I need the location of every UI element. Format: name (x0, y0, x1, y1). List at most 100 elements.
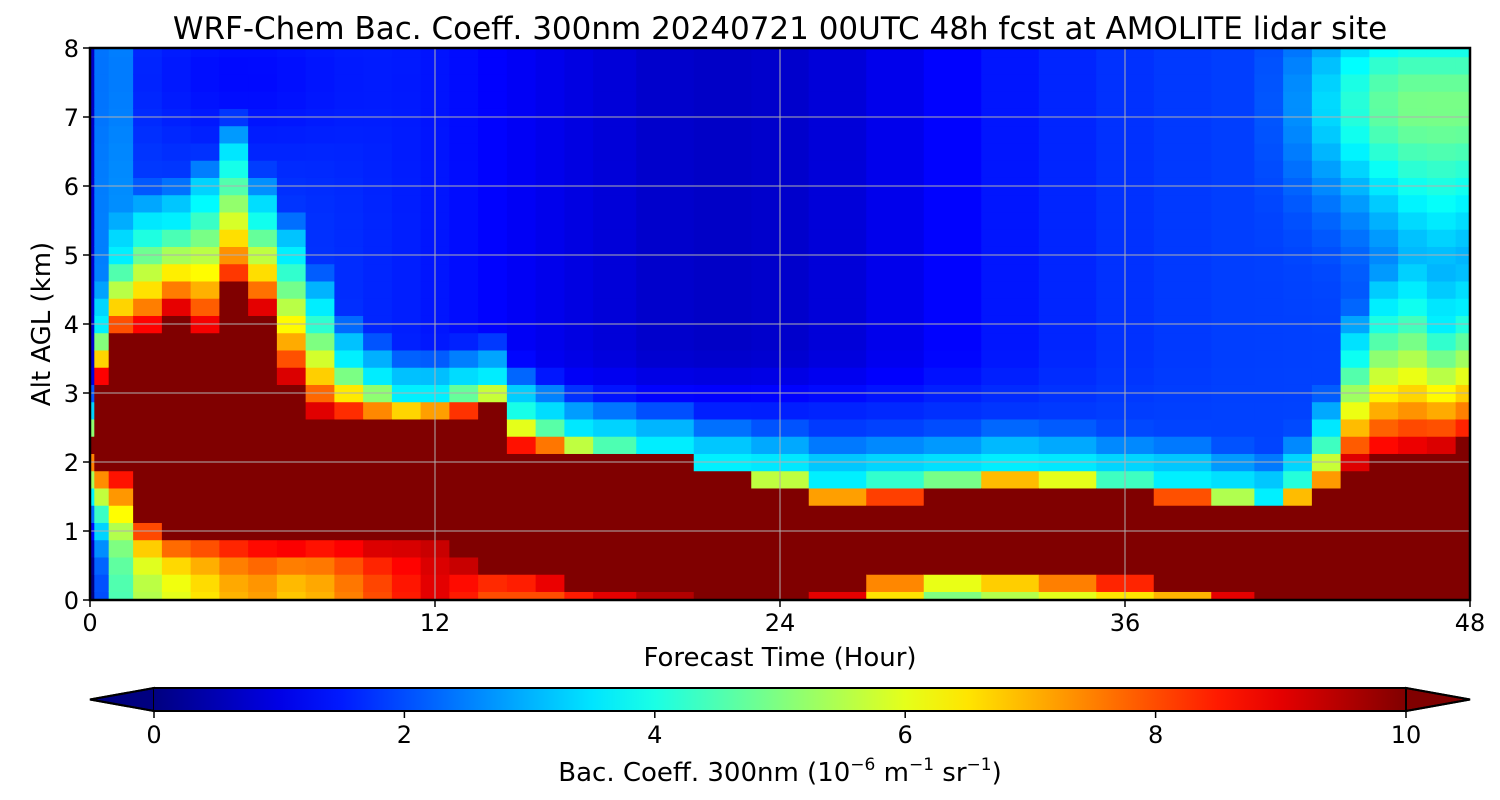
heatmap-cell (535, 591, 565, 600)
heatmap-cell (334, 591, 364, 600)
heatmap-cell (449, 91, 479, 109)
heatmap-cell (1369, 263, 1399, 282)
heatmap-cell (693, 160, 752, 178)
heatmap-cell (276, 142, 307, 161)
heatmap-cell (1398, 73, 1428, 92)
heatmap-cell (866, 470, 925, 489)
heatmap-cell (363, 539, 393, 558)
heatmap-cell (1254, 91, 1284, 109)
heatmap-cell (190, 349, 220, 368)
heatmap-cell (981, 56, 1040, 75)
colorbar-tick-label: 0 (146, 721, 161, 749)
heatmap-cell (449, 574, 479, 592)
heatmap-cell (1398, 211, 1428, 230)
heatmap-cell (1426, 91, 1457, 109)
heatmap-cell (248, 56, 278, 75)
heatmap-cell (564, 211, 594, 230)
heatmap-cell (108, 280, 134, 299)
heatmap-cell (94, 487, 110, 506)
heatmap-cell (593, 591, 637, 600)
heatmap-cell (1340, 211, 1370, 230)
heatmap-cell (1426, 298, 1457, 316)
heatmap-cell (923, 349, 982, 368)
heatmap-cell (94, 48, 110, 58)
heatmap-cell (1369, 349, 1399, 368)
heatmap-cell (94, 418, 110, 437)
heatmap-cell (506, 436, 537, 454)
heatmap-cell (478, 125, 508, 144)
heatmap-cell (693, 574, 752, 592)
heatmap-cell (161, 298, 192, 316)
heatmap-cell (363, 418, 393, 437)
heatmap-cell (1455, 73, 1470, 92)
heatmap-cell (248, 349, 278, 368)
heatmap-cell (449, 160, 479, 178)
heatmap-cell (108, 505, 134, 523)
heatmap-cell (506, 142, 537, 161)
heatmap-cell (219, 367, 249, 385)
heatmap-cell (923, 280, 982, 299)
heatmap-cell (1369, 505, 1399, 523)
heatmap-cell (564, 48, 594, 58)
heatmap-cell (90, 194, 95, 213)
heatmap-cell (923, 436, 982, 454)
heatmap-cell (90, 332, 95, 351)
heatmap-cell (478, 160, 508, 178)
heatmap-cell (219, 436, 249, 454)
heatmap-cell (391, 298, 422, 316)
heatmap-cell (923, 401, 982, 420)
heatmap-cell (866, 487, 925, 506)
heatmap-cell (1254, 556, 1284, 575)
heatmap-cell (1038, 556, 1097, 575)
heatmap-cell (593, 487, 637, 506)
heatmap-cell (1398, 470, 1428, 489)
heatmap-cell (1369, 574, 1399, 592)
heatmap-cell (391, 229, 422, 247)
heatmap-cell (535, 229, 565, 247)
heatmap-cell (449, 280, 479, 299)
heatmap-cell (1311, 229, 1342, 247)
heatmap-cell (808, 211, 867, 230)
y-tick-label: 2 (64, 449, 79, 477)
heatmap-cell (1311, 591, 1342, 600)
heatmap-cell (133, 48, 163, 58)
heatmap-cell (478, 280, 508, 299)
heatmap-cell (866, 48, 925, 58)
heatmap-cell (636, 91, 695, 109)
heatmap-cell (535, 505, 565, 523)
heatmap-cell (1340, 48, 1370, 58)
heatmap-cell (535, 160, 565, 178)
heatmap-cell (923, 367, 982, 385)
heatmap-cell (981, 229, 1040, 247)
heatmap-cell (564, 332, 594, 351)
heatmap-cell (133, 194, 163, 213)
heatmap-cell (1283, 487, 1313, 506)
heatmap-cell (506, 298, 537, 316)
heatmap-cell (1426, 401, 1457, 420)
heatmap-cell (1398, 436, 1428, 454)
heatmap-cell (334, 487, 364, 506)
heatmap-cell (391, 48, 422, 58)
heatmap-cell (90, 349, 95, 368)
y-tick-label: 0 (64, 587, 79, 615)
heatmap-cell (1311, 194, 1342, 213)
heatmap-cell (1283, 125, 1313, 144)
heatmap-cell (1340, 487, 1370, 506)
heatmap-cell (108, 229, 134, 247)
heatmap-cell (1153, 418, 1212, 437)
heatmap-cell (1283, 91, 1313, 109)
heatmap-cell (248, 436, 278, 454)
heatmap-cell (1426, 125, 1457, 144)
heatmap-cell (593, 211, 637, 230)
heatmap-cell (693, 229, 752, 247)
heatmap-cell (305, 211, 335, 230)
heatmap-cell (808, 48, 867, 58)
heatmap-cell (449, 556, 479, 575)
heatmap-cell (593, 505, 637, 523)
heatmap-cell (636, 160, 695, 178)
heatmap-cell (535, 263, 565, 282)
heatmap-cell (923, 591, 982, 600)
heatmap-cell (248, 332, 278, 351)
heatmap-cell (190, 229, 220, 247)
heatmap-cell (305, 505, 335, 523)
